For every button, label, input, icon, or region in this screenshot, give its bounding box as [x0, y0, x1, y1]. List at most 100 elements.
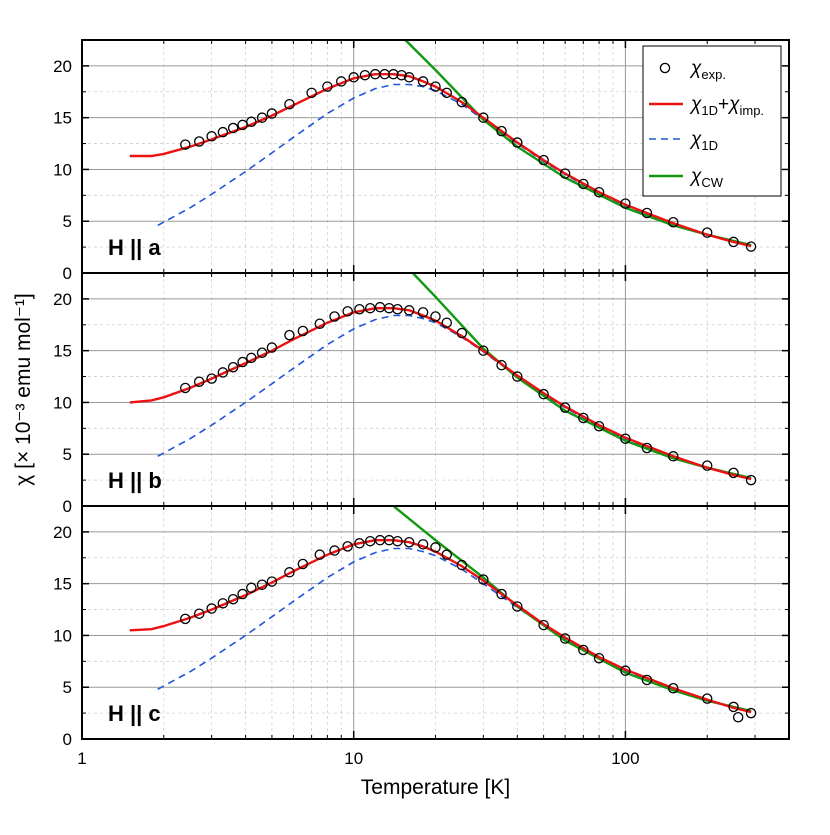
data-point-exp — [227, 361, 239, 373]
series-chi-1d-line — [157, 547, 752, 713]
data-point-exp — [388, 68, 399, 80]
data-point-exp — [641, 207, 653, 219]
legend-subscript: imp. — [739, 103, 764, 118]
data-point-exp — [728, 701, 739, 713]
data-point-exp — [256, 112, 268, 123]
legend-symbol: χ — [689, 129, 702, 150]
y-tick-label: 5 — [63, 678, 72, 697]
data-point-exp — [246, 582, 257, 594]
y-tick-label: 10 — [53, 626, 72, 645]
series-chi-1d-imp-line — [129, 307, 752, 481]
data-point-exp — [354, 538, 365, 549]
plot-area — [129, 40, 757, 252]
legend-symbol: χ — [689, 58, 702, 79]
series-chi-cw-line — [392, 506, 752, 713]
data-point-exp — [538, 154, 549, 166]
data-point-exp — [314, 318, 326, 329]
legend-label-cw: χCW — [689, 166, 724, 190]
data-point-exp — [227, 122, 239, 134]
x-tick-label: 1 — [77, 749, 86, 768]
legend-label-1d-imp: χ1D+χimp. — [689, 94, 764, 118]
data-point-exp — [403, 72, 415, 83]
data-point-exp — [256, 579, 268, 590]
data-point-exp — [578, 644, 589, 656]
data-point-exp — [745, 474, 757, 486]
panel-label: H || a — [108, 235, 161, 260]
plot-area — [129, 506, 757, 723]
data-point-exp — [396, 69, 407, 81]
data-point-exp — [559, 168, 571, 179]
data-point-exp — [512, 601, 523, 612]
data-point-exp — [668, 451, 679, 462]
y-tick-label: 0 — [63, 264, 72, 283]
data-point-exp — [496, 125, 507, 137]
data-point-exp — [284, 329, 295, 341]
data-point-exp — [496, 359, 507, 371]
data-point-exp — [538, 619, 549, 631]
y-tick-label: 10 — [53, 393, 72, 412]
legend-symbol: χ — [727, 94, 740, 115]
series-chi-1d-line — [157, 83, 752, 247]
data-point-exp — [578, 178, 589, 190]
data-point-exp — [578, 412, 589, 424]
data-point-exp — [329, 311, 340, 322]
data-point-exp — [430, 542, 441, 553]
legend-subscript: 1D — [701, 103, 718, 118]
y-tick-label: 0 — [63, 497, 72, 516]
data-point-exp — [456, 96, 468, 108]
data-point-exp — [417, 539, 429, 550]
data-point-exp — [217, 367, 229, 378]
data-point-exp — [496, 588, 507, 600]
legend-subscript: exp. — [701, 67, 726, 82]
data-point-exp — [620, 433, 631, 444]
legend-swatch-exp — [659, 62, 671, 74]
data-point-exp — [206, 373, 217, 384]
series-chi-cw-line — [411, 273, 752, 480]
data-point-exp — [342, 306, 353, 317]
data-point-exp — [441, 317, 452, 328]
data-point-exp — [512, 137, 523, 148]
legend-box — [642, 45, 782, 197]
data-point-exp — [430, 311, 441, 322]
data-point-exp — [478, 345, 489, 356]
data-point-exp — [237, 356, 248, 368]
data-point-exp — [266, 108, 278, 119]
data-point-exp — [336, 76, 347, 87]
data-point-exp — [745, 707, 757, 719]
y-tick-label: 15 — [53, 109, 72, 128]
data-point-exp — [668, 683, 679, 694]
data-point-exp — [246, 352, 257, 364]
data-point-exp — [641, 442, 653, 454]
data-point-exp — [314, 549, 326, 560]
data-point-exp — [441, 549, 452, 560]
x-tick-label: 100 — [611, 749, 639, 768]
panel-label: H || c — [108, 701, 161, 726]
y-tick-label: 10 — [53, 160, 72, 179]
data-point-exp — [478, 574, 489, 585]
data-point-exp — [256, 347, 268, 358]
data-point-exp — [701, 460, 713, 471]
y-tick-label: 20 — [53, 523, 72, 542]
data-point-exp — [701, 693, 713, 704]
y-tick-label: 5 — [63, 445, 72, 464]
data-point-exp — [641, 674, 653, 686]
data-point-exp — [193, 376, 205, 387]
data-point-exp — [593, 186, 605, 198]
y-tick-label: 20 — [53, 290, 72, 309]
data-point-exp — [593, 421, 605, 432]
legend-subscript: 1D — [701, 138, 718, 153]
data-point-exp — [193, 608, 205, 619]
data-point-exp — [620, 665, 631, 676]
data-point-exp — [745, 241, 757, 252]
panel-1: 0 5 10 15 20 H || a — [53, 39, 790, 283]
data-point-exp — [266, 576, 278, 587]
legend-label-1d: χ1D — [689, 129, 718, 153]
data-point-exp — [456, 559, 468, 571]
x-tick-label: 10 — [344, 749, 363, 768]
data-point-exp — [392, 303, 403, 315]
data-point-exp — [284, 98, 295, 110]
data-point-exp — [297, 558, 309, 570]
